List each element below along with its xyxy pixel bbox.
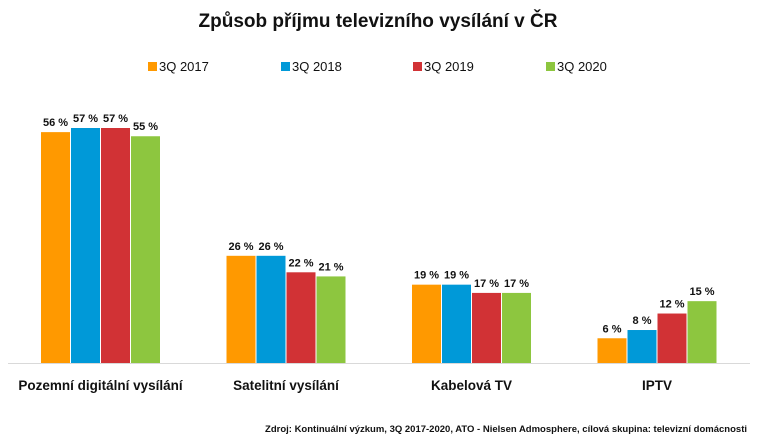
bars: 56 % 57 % 57 % 55 % 26 % 26 % 22 % 21 % 19 % 19 %… [41,113,717,363]
bar [657,313,687,363]
bar [226,255,256,363]
bar [286,272,316,363]
data-label: 17 % [474,278,499,290]
bar [131,136,160,363]
data-label: 56 % [43,117,68,129]
bar [41,132,70,363]
legend-label-2: 3Q 2019 [424,59,474,74]
data-label: 6 % [603,323,622,335]
bar [442,284,471,363]
bar [412,284,441,363]
data-label: 12 % [659,299,684,311]
legend-swatch-1 [281,62,290,71]
data-label: 57 % [73,113,98,125]
legend-swatch-2 [413,62,422,71]
data-label: 26 % [258,241,283,253]
category-label: Pozemní digitální vysílání [18,378,184,393]
data-label: 26 % [228,241,253,253]
legend: 3Q 2017 3Q 2018 3Q 2019 3Q 2020 [148,59,607,74]
bar [502,292,531,363]
data-label: 55 % [133,121,158,133]
bar [627,330,657,363]
legend-swatch-3 [546,62,555,71]
bar [472,292,501,363]
legend-swatch-0 [148,62,157,71]
category-labels: Pozemní digitální vysílání Satelitní vysí… [18,378,672,393]
bar [101,128,130,363]
bar [256,255,286,363]
data-label: 57 % [103,113,128,125]
data-label: 19 % [444,270,469,282]
data-label: 15 % [689,286,714,298]
category-label: Satelitní vysílání [233,378,340,393]
bar [597,338,627,363]
data-label: 19 % [414,270,439,282]
bar [71,128,100,363]
legend-label-0: 3Q 2017 [159,59,209,74]
legend-label-3: 3Q 2020 [557,59,607,74]
chart-title: Způsob příjmu televizního vysílání v ČR [199,10,558,32]
data-label: 21 % [318,261,343,273]
category-label: Kabelová TV [431,378,512,393]
data-label: 8 % [633,315,652,327]
data-label: 17 % [504,278,529,290]
source-note: Zdroj: Kontinuální výzkum, 3Q 2017-2020,… [265,424,747,435]
legend-label-1: 3Q 2018 [292,59,342,74]
bar [687,301,717,363]
bar [316,276,346,363]
category-label: IPTV [642,378,672,393]
data-label: 22 % [288,257,313,269]
